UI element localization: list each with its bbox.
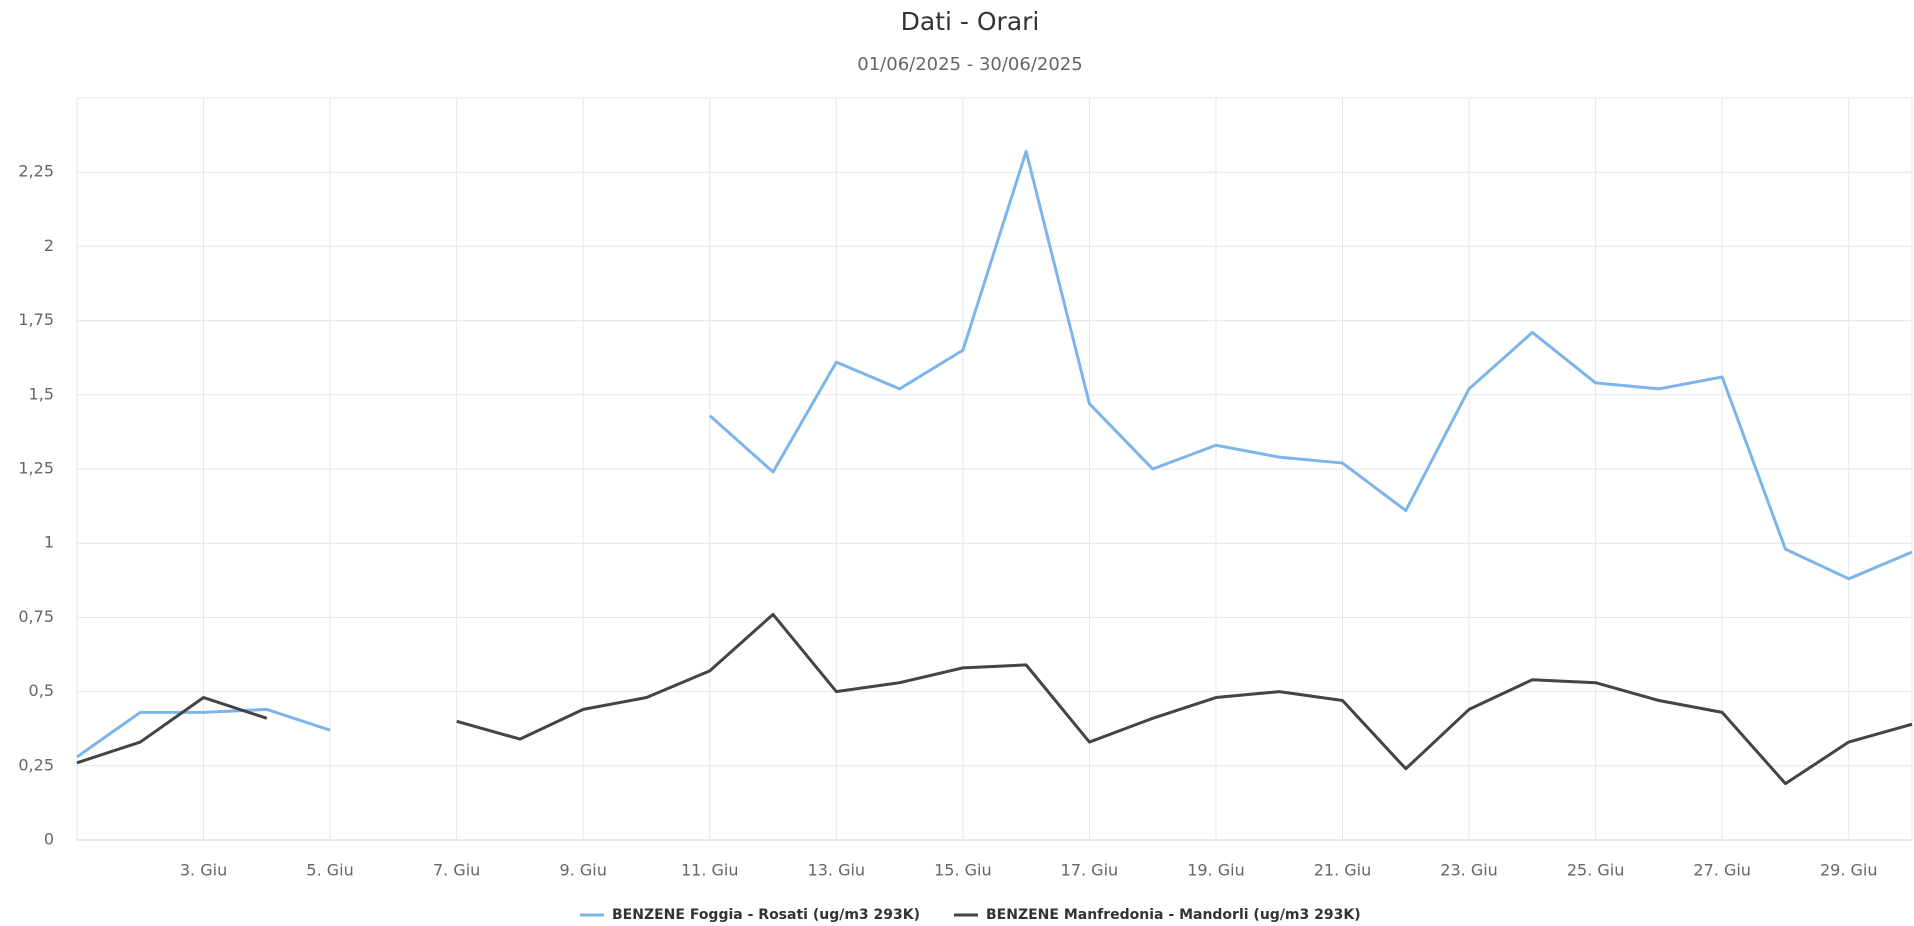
x-tick-label: 3. Giu	[180, 861, 227, 880]
series-line	[76, 149, 1913, 759]
y-tick-label: 0,25	[18, 755, 54, 774]
y-tick-label: 1	[44, 533, 54, 552]
x-tick-label: 7. Giu	[433, 861, 480, 880]
x-tick-label: 17. Giu	[1061, 861, 1119, 880]
x-tick-label: 27. Giu	[1693, 861, 1751, 880]
x-tick-label: 21. Giu	[1314, 861, 1372, 880]
y-tick-label: 2	[44, 236, 54, 255]
x-tick-label: 13. Giu	[808, 861, 866, 880]
y-tick-label: 0	[44, 830, 54, 849]
x-tick-label: 9. Giu	[560, 861, 607, 880]
series-line	[76, 612, 1913, 786]
x-tick-label: 11. Giu	[681, 861, 739, 880]
x-tick-label: 25. Giu	[1567, 861, 1625, 880]
y-tick-label: 0,75	[18, 607, 54, 626]
y-tick-label: 2,25	[18, 162, 54, 181]
x-tick-label: 23. Giu	[1440, 861, 1498, 880]
x-tick-label: 15. Giu	[934, 861, 992, 880]
x-tick-label: 19. Giu	[1187, 861, 1245, 880]
chart-title: Dati - Orari	[901, 7, 1040, 36]
legend-label: BENZENE Manfredonia - Mandorli (ug/m3 29…	[986, 907, 1361, 923]
x-tick-label: 29. Giu	[1820, 861, 1878, 880]
y-tick-label: 1,75	[18, 310, 54, 329]
legend: BENZENE Foggia - Rosati (ug/m3 293K) BENZ…	[580, 907, 1361, 923]
chart-subtitle: 01/06/2025 - 30/06/2025	[857, 54, 1082, 75]
legend-label: BENZENE Foggia - Rosati (ug/m3 293K)	[612, 907, 920, 923]
y-tick-label: 1,25	[18, 459, 54, 478]
y-tick-label: 0,5	[29, 681, 54, 700]
x-tick-label: 5. Giu	[306, 861, 353, 880]
y-tick-label: 1,5	[29, 384, 54, 403]
